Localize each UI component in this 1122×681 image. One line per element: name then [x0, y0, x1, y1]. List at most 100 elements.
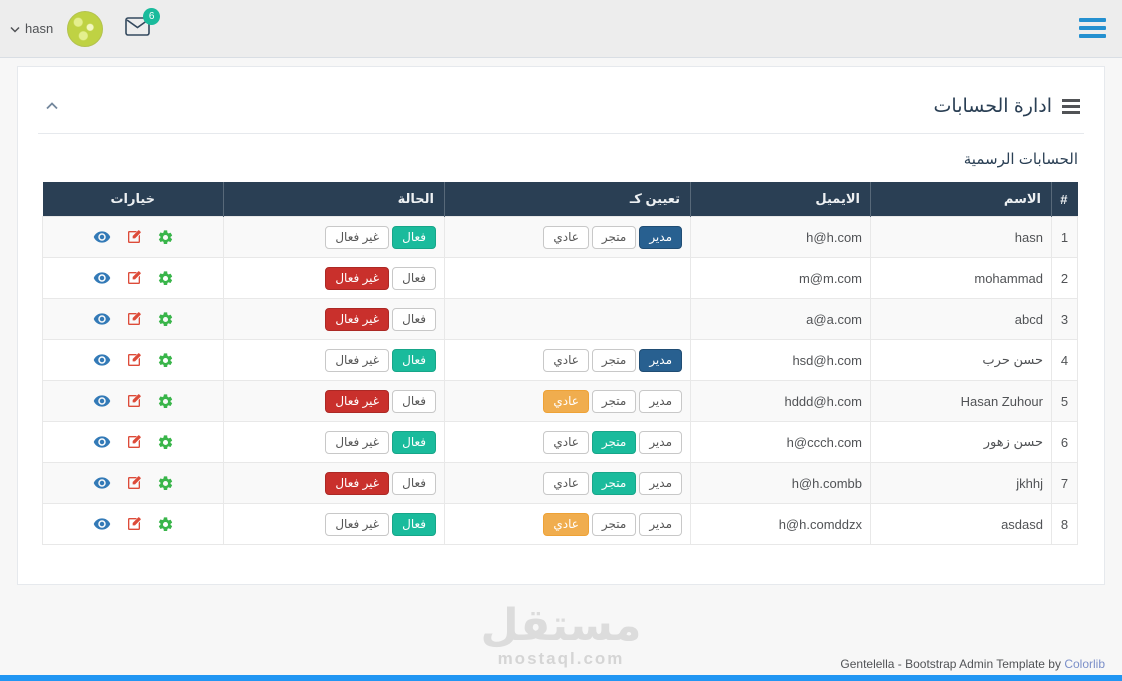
watermark-arabic-logo: مستقل	[480, 601, 642, 650]
view-eye-icon[interactable]	[93, 433, 111, 451]
view-eye-icon[interactable]	[93, 515, 111, 533]
table-row: 5 Hasan Zuhour hddd@h.com مدير متجر عادي…	[42, 380, 1078, 422]
role-admin-button[interactable]: مدير	[639, 471, 682, 495]
role-admin-button[interactable]: مدير	[639, 512, 682, 536]
assign-role-group: مدير متجر عادي	[453, 512, 682, 536]
header-options: خيارات	[42, 182, 224, 217]
view-eye-icon[interactable]	[93, 351, 111, 369]
avatar[interactable]	[67, 10, 104, 47]
status-inactive-button[interactable]: غير فعال	[325, 512, 390, 536]
role-store-button[interactable]: متجر	[591, 512, 637, 536]
status-group: فعال غير فعال	[232, 307, 436, 331]
edit-icon[interactable]	[126, 434, 142, 450]
footer-credit-text: Gentelella - Bootstrap Admin Template by	[840, 657, 1061, 671]
table-row: 2 mohammad m@m.com فعال غير فعال	[42, 257, 1078, 299]
status-active-button[interactable]: فعال	[392, 471, 436, 495]
menu-hamburger-button[interactable]	[1079, 18, 1106, 38]
status-inactive-button[interactable]: غير فعال	[325, 225, 390, 249]
role-admin-button[interactable]: مدير	[639, 225, 682, 249]
row-number: 4	[1051, 339, 1078, 381]
status-active-button[interactable]: فعال	[392, 512, 436, 536]
role-normal-button[interactable]: عادي	[543, 471, 589, 495]
row-number: 3	[1051, 298, 1078, 340]
status-group: فعال غير فعال	[232, 266, 436, 290]
status-inactive-button[interactable]: غير فعال	[325, 471, 390, 495]
edit-icon[interactable]	[126, 270, 142, 286]
view-eye-icon[interactable]	[93, 269, 111, 287]
assign-role-group: مدير متجر عادي	[453, 389, 682, 413]
table-row: 7 jkhhj h@h.combb مدير متجر عادي فعال غي…	[42, 462, 1078, 504]
account-email: h@h.comddzx	[690, 503, 871, 545]
role-normal-button[interactable]: عادي	[543, 225, 589, 249]
role-store-button[interactable]: متجر	[591, 348, 637, 372]
status-inactive-button[interactable]: غير فعال	[325, 430, 390, 454]
edit-icon[interactable]	[126, 516, 142, 532]
account-name: jkhhj	[870, 462, 1052, 504]
status-active-button[interactable]: فعال	[392, 266, 436, 290]
status-active-button[interactable]: فعال	[392, 225, 436, 249]
divider	[38, 133, 1084, 134]
account-name: حسن حرب	[870, 339, 1052, 381]
settings-gear-icon[interactable]	[157, 516, 174, 533]
settings-gear-icon[interactable]	[157, 475, 174, 492]
settings-gear-icon[interactable]	[157, 270, 174, 287]
settings-gear-icon[interactable]	[157, 393, 174, 410]
row-options	[51, 351, 215, 369]
status-active-button[interactable]: فعال	[392, 348, 436, 372]
colorlib-link[interactable]: Colorlib	[1064, 657, 1105, 671]
row-options	[51, 433, 215, 451]
chevron-down-icon	[10, 20, 20, 38]
status-group: فعال غير فعال	[232, 389, 436, 413]
edit-icon[interactable]	[126, 352, 142, 368]
view-eye-icon[interactable]	[93, 474, 111, 492]
edit-icon[interactable]	[126, 475, 142, 491]
role-admin-button[interactable]: مدير	[639, 389, 682, 413]
messages-count-badge: 6	[143, 7, 161, 25]
assign-role-group: مدير متجر عادي	[453, 471, 682, 495]
role-store-button[interactable]: متجر	[591, 471, 637, 495]
role-normal-button[interactable]: عادي	[543, 512, 589, 536]
envelope-icon	[125, 16, 151, 40]
role-store-button[interactable]: متجر	[591, 225, 637, 249]
table-row: 1 hasn h@h.com مدير متجر عادي فعال غير ف…	[42, 216, 1078, 258]
settings-gear-icon[interactable]	[157, 311, 174, 328]
status-active-button[interactable]: فعال	[392, 389, 436, 413]
account-name: Hasan Zuhour	[870, 380, 1052, 422]
role-admin-button[interactable]: مدير	[639, 430, 682, 454]
role-normal-button[interactable]: عادي	[543, 348, 589, 372]
account-name: mohammad	[870, 257, 1052, 299]
status-inactive-button[interactable]: غير فعال	[325, 307, 390, 331]
role-store-button[interactable]: متجر	[591, 430, 637, 454]
view-eye-icon[interactable]	[93, 228, 111, 246]
assign-role-group: مدير متجر عادي	[453, 430, 682, 454]
user-menu-toggle[interactable]: hasn	[10, 20, 53, 38]
account-name: hasn	[870, 216, 1052, 258]
watermark-domain: mostaql.com	[497, 649, 625, 668]
role-normal-button[interactable]: عادي	[543, 389, 589, 413]
edit-icon[interactable]	[126, 393, 142, 409]
role-store-button[interactable]: متجر	[591, 389, 637, 413]
status-group: فعال غير فعال	[232, 512, 436, 536]
settings-gear-icon[interactable]	[157, 229, 174, 246]
row-options	[51, 269, 215, 287]
panel-header: ادارة الحسابات	[18, 67, 1104, 133]
edit-icon[interactable]	[126, 311, 142, 327]
status-active-button[interactable]: فعال	[392, 430, 436, 454]
edit-icon[interactable]	[126, 229, 142, 245]
header-status: الحالة	[223, 182, 445, 217]
row-number: 7	[1051, 462, 1078, 504]
view-eye-icon[interactable]	[93, 310, 111, 328]
table-header-row: # الاسم الايميل تعيين كـ الحالة خيارات	[42, 182, 1078, 217]
settings-gear-icon[interactable]	[157, 352, 174, 369]
role-normal-button[interactable]: عادي	[543, 430, 589, 454]
settings-gear-icon[interactable]	[157, 434, 174, 451]
role-admin-button[interactable]: مدير	[639, 348, 682, 372]
assign-role-empty	[444, 298, 691, 340]
messages-button[interactable]: 6	[125, 7, 161, 41]
status-inactive-button[interactable]: غير فعال	[325, 348, 390, 372]
status-inactive-button[interactable]: غير فعال	[325, 266, 390, 290]
collapse-panel-button[interactable]	[42, 93, 62, 119]
status-inactive-button[interactable]: غير فعال	[325, 389, 390, 413]
view-eye-icon[interactable]	[93, 392, 111, 410]
status-active-button[interactable]: فعال	[392, 307, 436, 331]
